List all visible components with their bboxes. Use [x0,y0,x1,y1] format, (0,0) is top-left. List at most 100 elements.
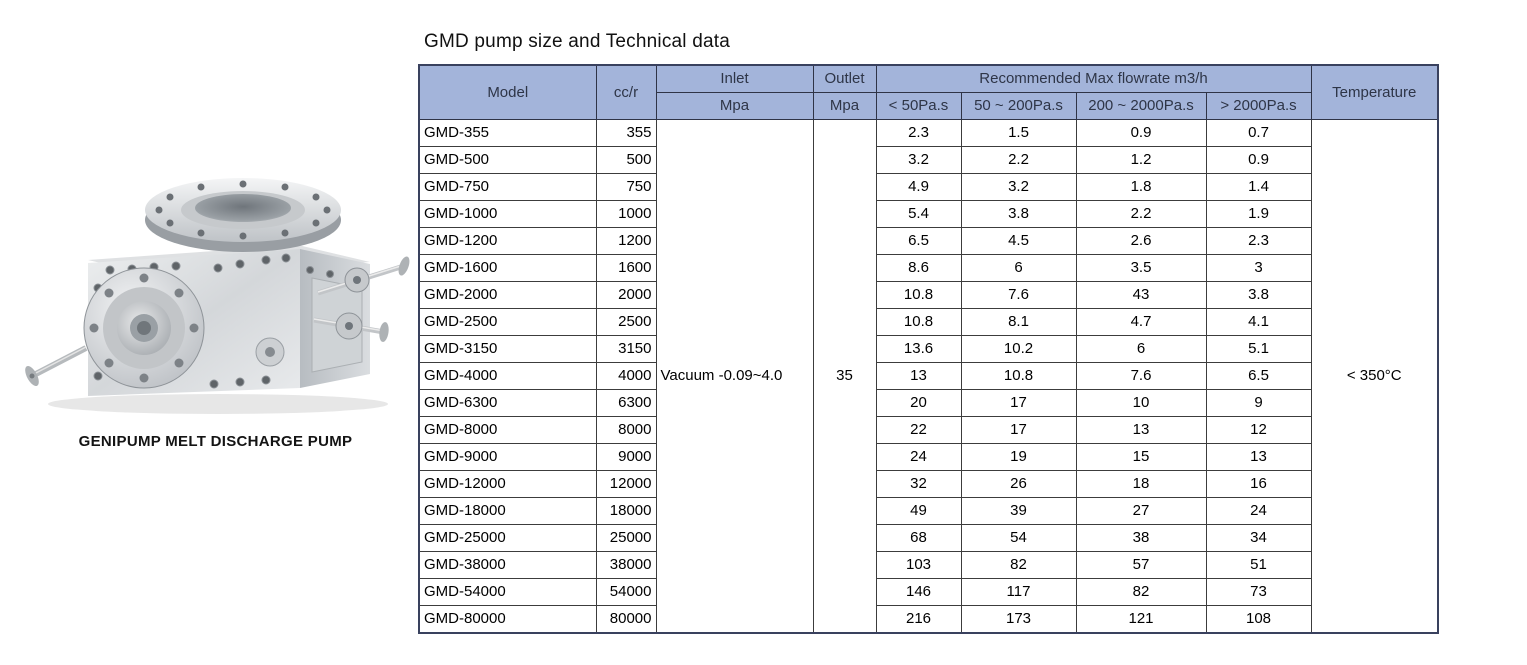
flow-value-cell-3: 3 [1205,254,1312,282]
model-cell: GMD-6300 [418,389,597,417]
flow-value-cell-0: 24 [875,443,962,471]
flow-value-cell-3: 51 [1205,551,1312,579]
col-header-outlet: Outlet [812,64,877,93]
flow-value-cell-2: 38 [1075,524,1207,552]
model-cell: GMD-1200 [418,227,597,255]
flow-value-cell-1: 1.5 [960,119,1077,147]
table-row: GMD-80000 80000 216 173 121 108 [418,605,1438,634]
flow-value-cell-0: 68 [875,524,962,552]
table-row: GMD-25000 25000 68 54 38 34 [418,524,1438,552]
flow-value-cell-2: 4.7 [1075,308,1207,336]
page-title: GMD pump size and Technical data [424,31,730,52]
ccr-cell: 9000 [595,443,657,471]
flow-value-cell-0: 103 [875,551,962,579]
flow-value-cell-3: 73 [1205,578,1312,606]
flow-value-cell-2: 6 [1075,335,1207,363]
flow-value-cell-1: 19 [960,443,1077,471]
col-header-flow-gt2000: > 2000Pa.s [1205,92,1312,120]
flow-value-cell-2: 3.5 [1075,254,1207,282]
ccr-cell: 1000 [595,200,657,228]
top-flange-bolts [155,180,331,240]
flow-value-cell-1: 82 [960,551,1077,579]
model-cell: GMD-80000 [418,605,597,634]
table-row: GMD-2000 2000 10.8 7.6 43 3.8 [418,281,1438,309]
model-cell: GMD-4000 [418,362,597,390]
model-cell: GMD-54000 [418,578,597,606]
ccr-cell: 3150 [595,335,657,363]
flow-value-cell-2: 0.9 [1075,119,1207,147]
model-cell: GMD-1600 [418,254,597,282]
ccr-cell: 2000 [595,281,657,309]
table-row: GMD-3150 3150 13.6 10.2 6 5.1 [418,335,1438,363]
table-row: GMD-12000 12000 32 26 18 16 [418,470,1438,498]
flow-value-cell-2: 1.8 [1075,173,1207,201]
pump-figure [18,148,413,423]
flow-value-cell-2: 27 [1075,497,1207,525]
flow-value-cell-0: 146 [875,578,962,606]
col-header-flowrate-group: Recommended Max flowrate m3/h [875,64,1312,93]
ccr-cell: 750 [595,173,657,201]
model-cell: GMD-3150 [418,335,597,363]
flow-value-cell-3: 1.4 [1205,173,1312,201]
ccr-cell: 18000 [595,497,657,525]
flow-value-cell-2: 1.2 [1075,146,1207,174]
model-cell: GMD-8000 [418,416,597,444]
col-header-inlet-unit: Mpa [655,92,814,120]
table-row: GMD-500 500 3.2 2.2 1.2 0.9 [418,146,1438,174]
flow-value-cell-0: 20 [875,389,962,417]
table-row: GMD-1600 1600 8.6 6 3.5 3 [418,254,1438,282]
flow-value-cell-1: 26 [960,470,1077,498]
flow-value-cell-3: 34 [1205,524,1312,552]
ccr-cell: 12000 [595,470,657,498]
flow-value-cell-0: 6.5 [875,227,962,255]
model-cell: GMD-38000 [418,551,597,579]
table-row: GMD-8000 8000 22 17 13 12 [418,416,1438,444]
flow-value-cell-0: 3.2 [875,146,962,174]
right-tie-rods [313,256,410,342]
flow-value-cell-2: 18 [1075,470,1207,498]
flow-value-cell-2: 2.6 [1075,227,1207,255]
ccr-cell: 500 [595,146,657,174]
col-header-model: Model [418,64,597,120]
flow-value-cell-1: 17 [960,389,1077,417]
flow-value-cell-3: 12 [1205,416,1312,444]
flow-value-cell-1: 54 [960,524,1077,552]
ccr-cell: 8000 [595,416,657,444]
model-cell: GMD-25000 [418,524,597,552]
table-row: GMD-54000 54000 146 117 82 73 [418,578,1438,606]
flow-value-cell-0: 4.9 [875,173,962,201]
ccr-cell: 4000 [595,362,657,390]
model-cell: GMD-750 [418,173,597,201]
flow-value-cell-0: 13 [875,362,962,390]
flow-value-cell-2: 57 [1075,551,1207,579]
flow-value-cell-2: 13 [1075,416,1207,444]
col-header-ccr: cc/r [595,64,657,120]
model-cell: GMD-500 [418,146,597,174]
flow-value-cell-3: 1.9 [1205,200,1312,228]
flow-value-cell-2: 7.6 [1075,362,1207,390]
ccr-cell: 54000 [595,578,657,606]
col-header-flow-lt50: < 50Pa.s [875,92,962,120]
flow-value-cell-0: 22 [875,416,962,444]
flow-value-cell-3: 24 [1205,497,1312,525]
flow-value-cell-3: 5.1 [1205,335,1312,363]
table-row: GMD-18000 18000 49 39 27 24 [418,497,1438,525]
flow-value-cell-0: 2.3 [875,119,962,147]
table-row: GMD-6300 6300 20 17 10 9 [418,389,1438,417]
pump-caption: GENIPUMP MELT DISCHARGE PUMP [78,433,353,450]
col-header-inlet: Inlet [655,64,814,93]
table-row: GMD-1000 1000 5.4 3.8 2.2 1.9 [418,200,1438,228]
flow-value-cell-2: 121 [1075,605,1207,634]
flow-value-cell-1: 17 [960,416,1077,444]
flow-value-cell-1: 6 [960,254,1077,282]
flow-value-cell-2: 10 [1075,389,1207,417]
ccr-cell: 25000 [595,524,657,552]
table-row: GMD-38000 38000 103 82 57 51 [418,551,1438,579]
flow-value-cell-1: 7.6 [960,281,1077,309]
flow-value-cell-3: 0.9 [1205,146,1312,174]
flow-value-cell-0: 216 [875,605,962,634]
inlet-value-cell: Vacuum -0.09~4.0 [655,119,814,634]
flow-value-cell-1: 8.1 [960,308,1077,336]
flow-value-cell-3: 108 [1205,605,1312,634]
